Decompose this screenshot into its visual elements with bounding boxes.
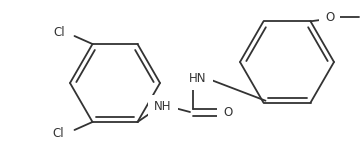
Text: O: O (325, 11, 334, 24)
Text: NH: NH (154, 101, 172, 114)
Text: O: O (223, 106, 233, 119)
Text: Cl: Cl (53, 127, 65, 140)
Text: HN: HN (189, 71, 207, 85)
Text: Cl: Cl (53, 26, 65, 39)
